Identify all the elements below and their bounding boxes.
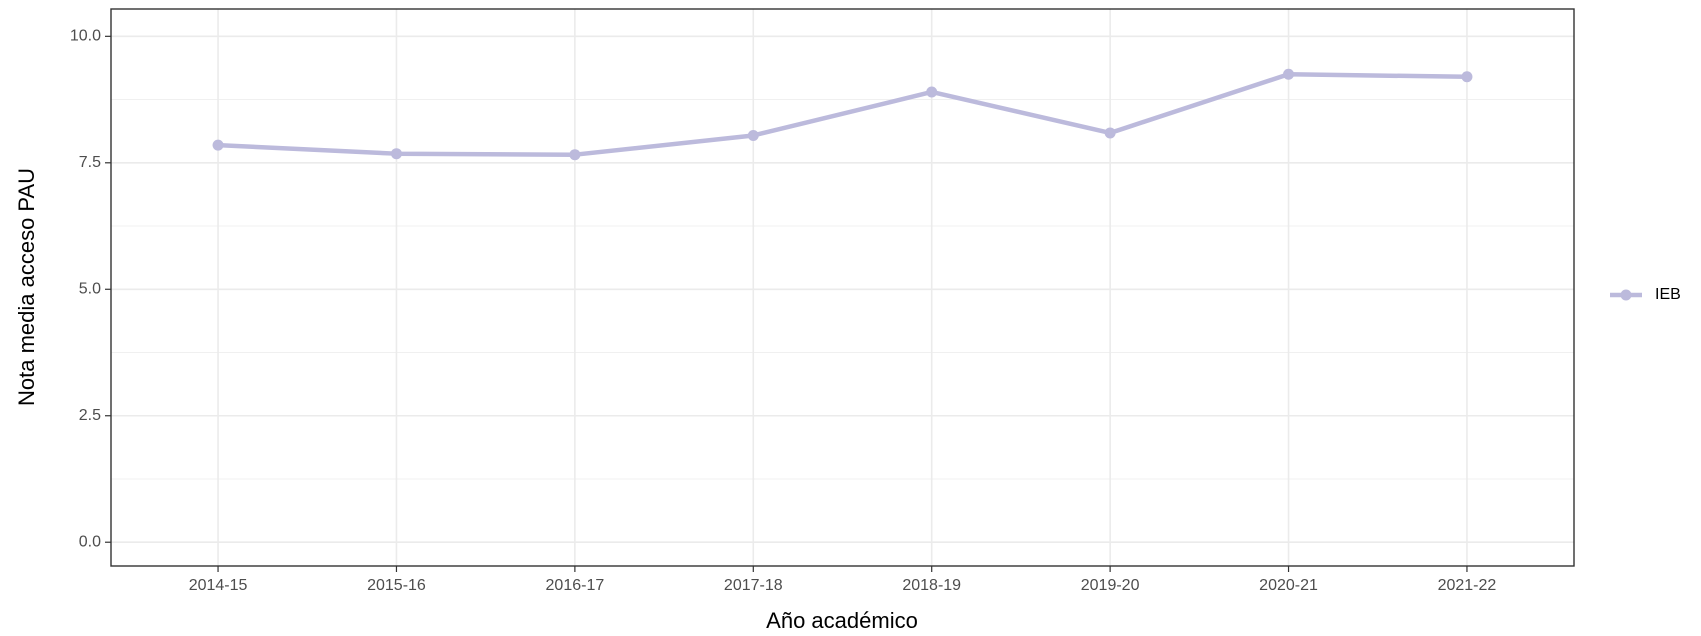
x-tick-label: 2021-22 bbox=[1438, 577, 1497, 594]
data-point bbox=[569, 149, 581, 161]
x-tick-label: 2019-20 bbox=[1081, 577, 1140, 594]
y-tick-label: 5.0 bbox=[79, 280, 101, 297]
y-axis-title: Nota media acceso PAU bbox=[14, 168, 39, 406]
data-point bbox=[747, 129, 759, 141]
y-tick-label: 7.5 bbox=[79, 154, 101, 171]
legend-key-point bbox=[1620, 289, 1632, 301]
data-point bbox=[1283, 68, 1295, 80]
plot-background bbox=[111, 9, 1574, 566]
y-tick-label: 2.5 bbox=[79, 407, 101, 424]
x-tick-label: 2020-21 bbox=[1259, 577, 1318, 594]
legend-label: IEB bbox=[1655, 286, 1681, 303]
data-point bbox=[1461, 71, 1473, 83]
x-tick-label: 2014-15 bbox=[189, 577, 248, 594]
data-point bbox=[390, 148, 402, 160]
x-axis-title: Año académico bbox=[766, 608, 918, 633]
y-tick-label: 10.0 bbox=[70, 28, 101, 45]
x-tick-label: 2017-18 bbox=[724, 577, 783, 594]
data-line bbox=[217, 72, 1467, 157]
data-point bbox=[212, 139, 224, 151]
x-tick-label: 2018-19 bbox=[902, 577, 961, 594]
data-point bbox=[926, 86, 938, 98]
x-tick-label: 2015-16 bbox=[367, 577, 426, 594]
y-tick-label: 0.0 bbox=[79, 533, 101, 550]
plot-border bbox=[110, 8, 1575, 567]
x-tick-label: 2016-17 bbox=[546, 577, 605, 594]
data-point bbox=[1104, 127, 1116, 139]
